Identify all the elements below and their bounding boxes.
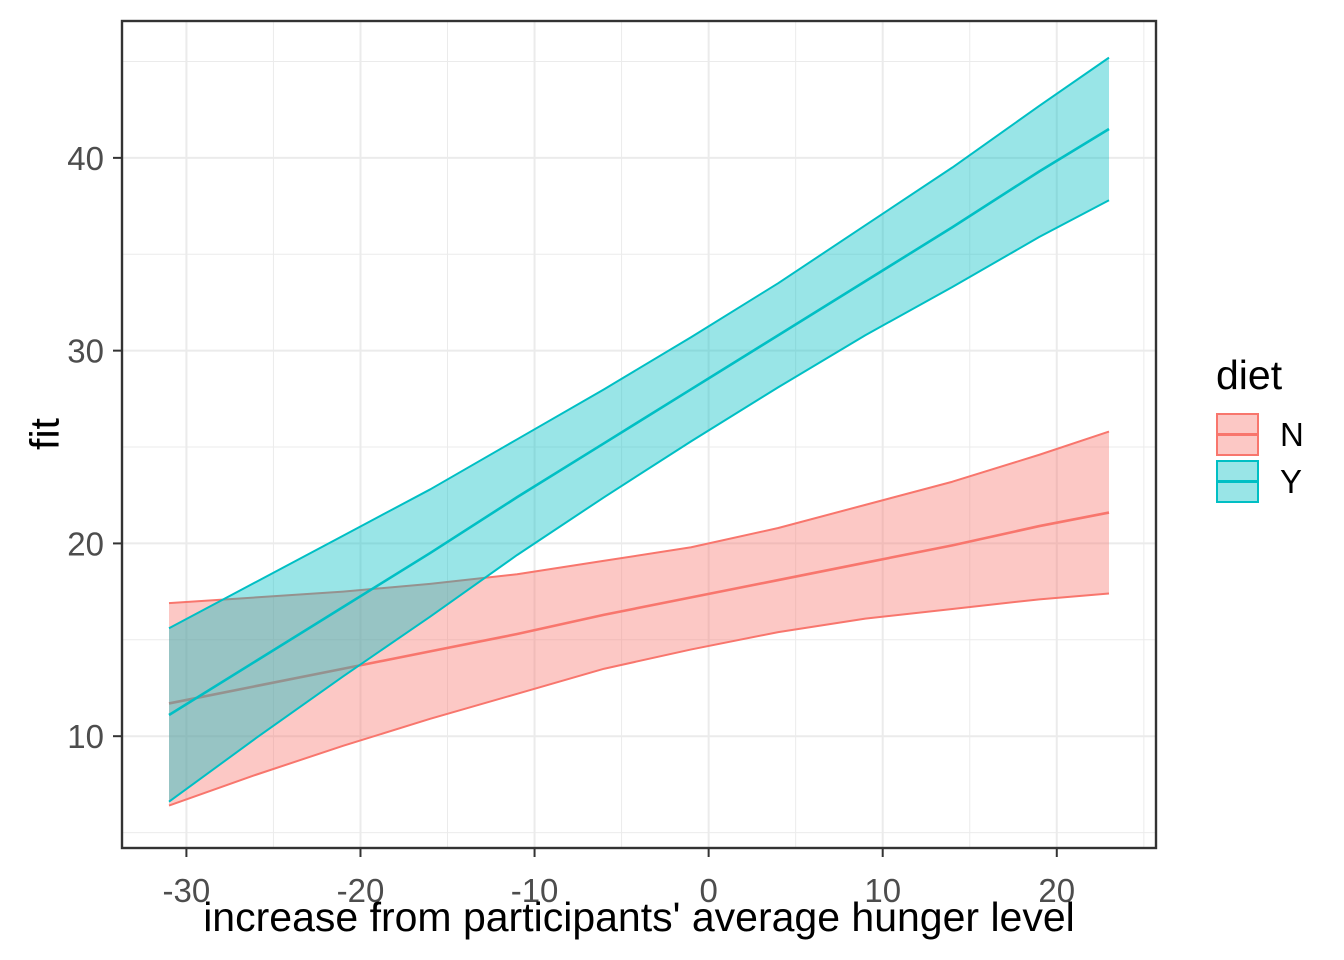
fit-line-n bbox=[168, 511, 1110, 705]
legend-key-swatch-n bbox=[1216, 413, 1259, 456]
x-tick-label: 0 bbox=[699, 872, 717, 909]
x-tick-label: -10 bbox=[511, 872, 559, 909]
legend-key-line-icon bbox=[1218, 480, 1257, 483]
legend-key-swatch-y bbox=[1216, 460, 1259, 503]
ribbon-lower-edge-y bbox=[168, 199, 1110, 803]
legend-key-line-icon bbox=[1218, 433, 1257, 436]
x-axis-title: increase from participants' average hung… bbox=[203, 894, 1075, 940]
legend: diet N Y bbox=[1216, 352, 1304, 507]
y-tick-label: 30 bbox=[67, 333, 104, 370]
y-axis-title: fit bbox=[21, 418, 68, 450]
y-tick-label: 10 bbox=[67, 718, 104, 755]
y-tick-label: 20 bbox=[67, 525, 104, 562]
legend-item-label: N bbox=[1280, 415, 1304, 453]
legend-item-y: Y bbox=[1216, 460, 1304, 503]
fit-line-y bbox=[168, 127, 1110, 717]
ribbon-n bbox=[169, 431, 1109, 806]
legend-item-n: N bbox=[1216, 413, 1304, 456]
ribbon-upper-edge-n bbox=[168, 430, 1110, 605]
legend-title: diet bbox=[1216, 352, 1283, 398]
y-tick-label: 40 bbox=[67, 140, 104, 177]
ribbon-upper-edge-y bbox=[168, 56, 1110, 630]
x-tick-label: -20 bbox=[337, 872, 385, 909]
x-tick-label: 10 bbox=[864, 872, 901, 909]
panel-border bbox=[120, 19, 1158, 850]
ribbon-lower-edge-n bbox=[168, 592, 1110, 807]
legend-item-label: Y bbox=[1280, 462, 1303, 500]
x-tick-label: -30 bbox=[163, 872, 211, 909]
ribbon-y bbox=[169, 57, 1109, 802]
x-tick-label: 20 bbox=[1038, 872, 1075, 909]
